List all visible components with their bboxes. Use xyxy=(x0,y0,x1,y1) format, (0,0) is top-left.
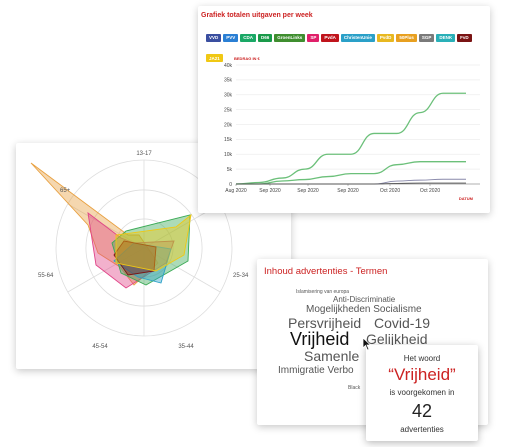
tooltip-text: is voorgekomen in xyxy=(389,388,455,397)
word-cloud-title: Inhoud advertenties - Termen xyxy=(264,266,388,277)
tooltip-word: “Vrijheid” xyxy=(388,365,456,384)
cloud-word[interactable]: Black xyxy=(348,385,361,391)
legend-item-50plus[interactable]: 50Plus xyxy=(396,33,417,42)
x-tick-label: Aug 2020 xyxy=(225,188,247,194)
cloud-word[interactable]: Covid-19 xyxy=(374,315,431,331)
legend-item-d66[interactable]: D66 xyxy=(258,33,273,42)
series-line-1 xyxy=(236,161,466,185)
y-tick-label: 5k xyxy=(227,167,233,173)
legend-item-pvv[interactable]: PVV xyxy=(223,33,239,42)
series-line-3 xyxy=(236,182,466,185)
radar-axis-label: 55-64 xyxy=(38,273,54,279)
radar-series-5 xyxy=(115,213,192,272)
legend-item-pvdd[interactable]: PvdD xyxy=(376,33,395,42)
radar-series xyxy=(30,162,192,289)
legend-item-christenunie[interactable]: ChristenUnie xyxy=(340,33,375,42)
radar-axis-labels: 13-17 25-34 35-44 45-54 55-64 65+ xyxy=(38,151,249,350)
y-tick-label: 25k xyxy=(224,107,233,113)
x-tick-label: Sep 2020 xyxy=(337,188,359,194)
x-tick-label: Oct 2020 xyxy=(420,188,441,194)
legend-item-sp[interactable]: SP xyxy=(307,33,320,42)
cloud-word[interactable]: Anti-Discriminatie xyxy=(333,295,396,304)
legend-item-fvd[interactable]: FvD xyxy=(457,33,472,42)
radar-axis-label: 13-17 xyxy=(136,151,152,157)
cloud-word[interactable]: Mogelijkheden Socialisme xyxy=(306,304,422,315)
y-tick-label: 35k xyxy=(224,78,233,84)
x-tick-label: Oct 2020 xyxy=(380,188,401,194)
y-tick-label: 15k xyxy=(224,137,233,143)
x-axis-name: DATUM xyxy=(459,196,474,201)
y-tick-label: 30k xyxy=(224,93,233,99)
radar-chart: 13-17 25-34 35-44 45-54 55-64 65+ xyxy=(30,151,249,350)
cloud-word[interactable]: Samenle xyxy=(304,348,360,364)
y-tick-label: 0 xyxy=(229,182,232,188)
radar-series-3 xyxy=(113,242,172,284)
x-tick-label: Sep 2020 xyxy=(297,188,319,194)
tooltip-intro: Het woord xyxy=(403,354,441,363)
legend-item-groenlinks[interactable]: GroenLinks xyxy=(274,33,306,42)
cloud-word[interactable]: Persvrijheid xyxy=(288,315,362,331)
y-tick-label: 40k xyxy=(224,63,233,69)
y-axis-name: BEDRAG IN € xyxy=(234,56,261,61)
party-legend: VVD PVV CDA D66 GroenLinks SP PvdA ChristenUnie… xyxy=(206,26,486,67)
series-line-0 xyxy=(235,92,466,185)
y-tick-label: 20k xyxy=(224,122,233,128)
spending-chart-card: Grafiek totalen uitgaven per week VVD PVV… xyxy=(198,6,490,213)
radar-axis-label: 25-34 xyxy=(233,273,249,279)
radar-axis-label: 65+ xyxy=(60,188,71,194)
legend-item-sgp[interactable]: SGP xyxy=(418,33,435,42)
radar-spoke xyxy=(67,247,145,293)
legend-item-pvda[interactable]: PvdA xyxy=(321,33,339,42)
y-tick-label: 10k xyxy=(224,152,233,158)
tooltip-unit: advertenties xyxy=(400,425,444,434)
legend-item-denk[interactable]: DENK xyxy=(436,33,456,42)
spending-line-chart: BEDRAG IN € 0 5k 10k 15k 20k 25k 30k 35k 40k Aug 2… xyxy=(224,56,480,201)
radar-spoke xyxy=(143,247,221,293)
radar-axis-label: 35-44 xyxy=(178,344,194,350)
radar-axis-label: 45-54 xyxy=(92,344,108,350)
mouse-cursor-icon xyxy=(362,337,372,351)
chart-title: Grafiek totalen uitgaven per week xyxy=(201,12,313,19)
cloud-word[interactable]: Gelijkheid xyxy=(366,331,428,347)
legend-item-ja21[interactable]: JA21 xyxy=(206,54,223,62)
legend-item-cda[interactable]: CDA xyxy=(240,33,257,42)
tooltip-count: 42 xyxy=(411,401,433,421)
legend-item-vvd[interactable]: VVD xyxy=(206,33,222,42)
x-tick-label: Sep 2020 xyxy=(259,188,281,194)
cloud-word[interactable]: Vrijheid xyxy=(290,329,350,349)
cloud-word[interactable]: Islamisering van europa xyxy=(296,289,350,295)
cloud-word[interactable]: Immigratie Verbo xyxy=(278,365,354,376)
word-tooltip: Het woord “Vrijheid” is voorgekomen in 4… xyxy=(366,345,478,441)
